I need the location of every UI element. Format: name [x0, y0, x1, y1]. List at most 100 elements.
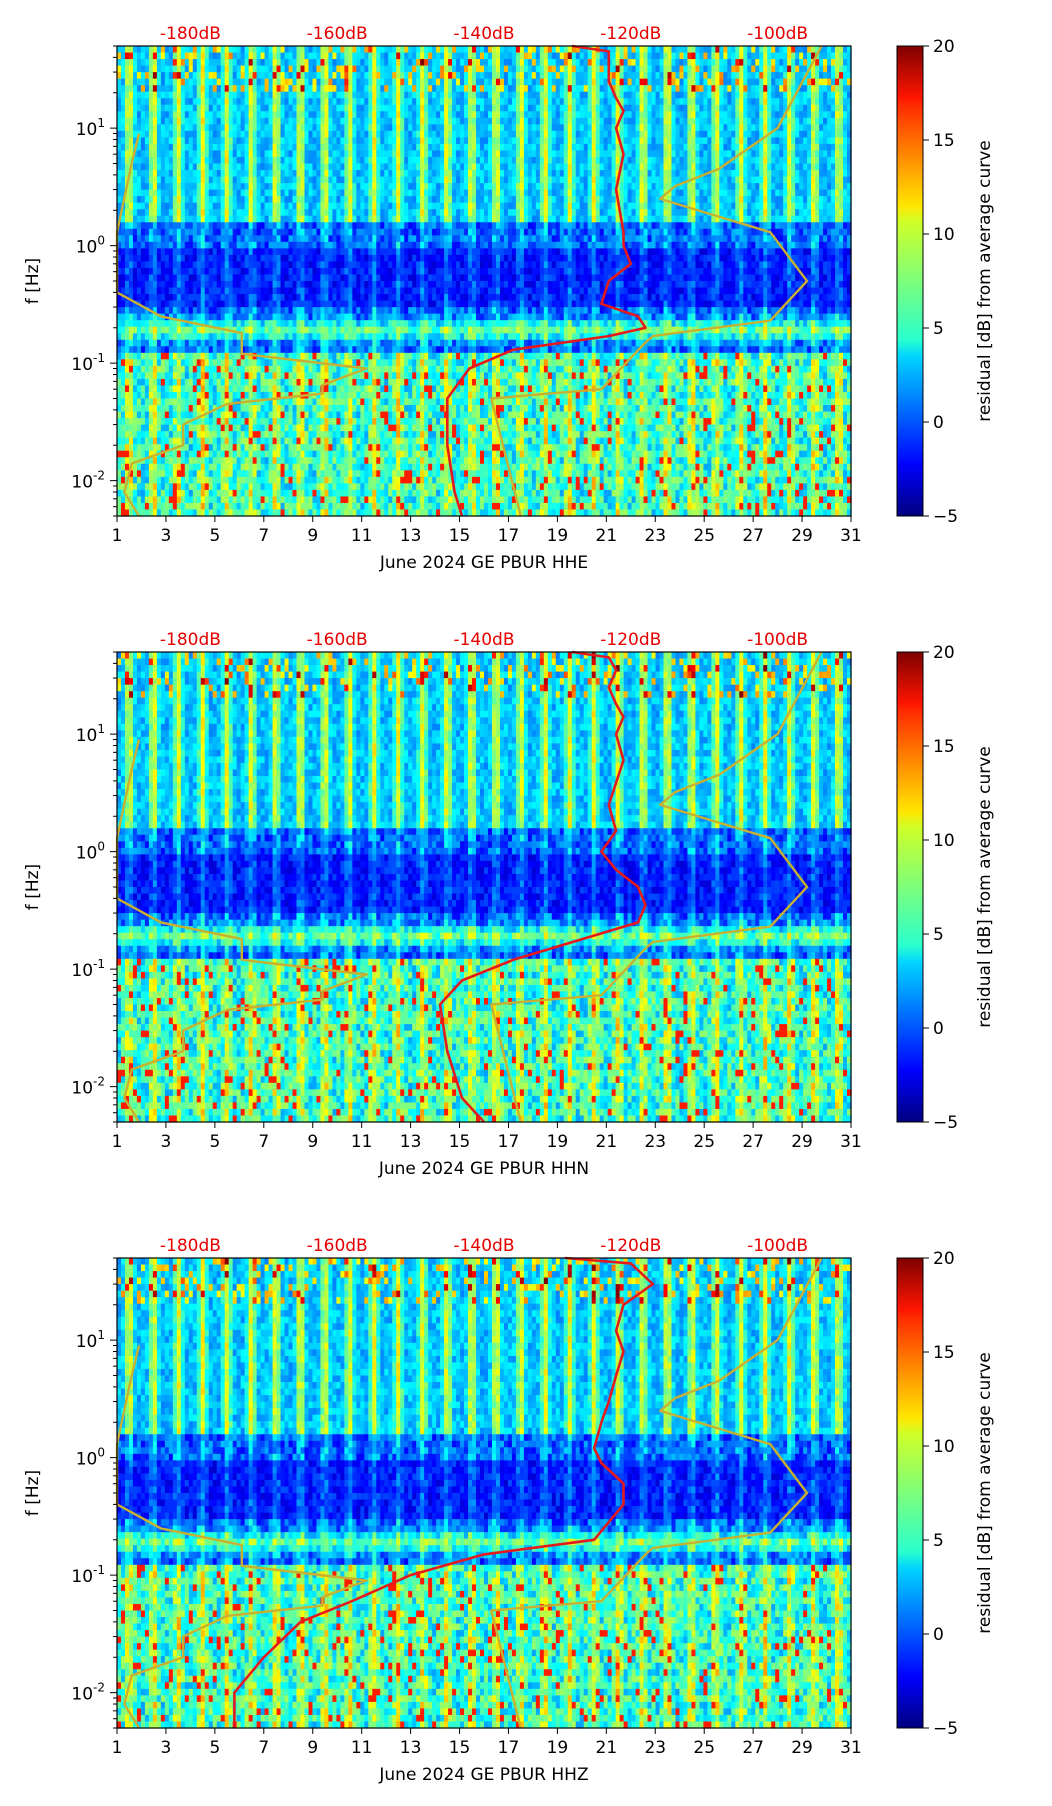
colorbar-tick-label: 20 [933, 643, 955, 663]
spectrogram-heatmap [117, 652, 852, 1123]
y-tick-label: 10-2 [71, 1681, 105, 1705]
colorbar-label: residual [dB] from average curve [975, 746, 995, 1027]
x-tick-label: 27 [742, 526, 764, 546]
x-tick-label: 17 [498, 526, 520, 546]
x-tick-label: 15 [449, 526, 471, 546]
colorbar-label: residual [dB] from average curve [975, 140, 995, 421]
y-axis-label: f [Hz] [23, 864, 43, 910]
colorbar-tick-label: 15 [933, 1343, 955, 1363]
x-tick-label: 7 [258, 1132, 269, 1152]
top-db-tick-label: -160dB [307, 24, 368, 44]
x-tick-label: 19 [547, 1132, 569, 1152]
x-tick-label: 11 [351, 526, 373, 546]
colorbar-tick-label: 0 [933, 1019, 944, 1039]
x-tick-label: 9 [307, 1738, 318, 1758]
y-tick-label: 101 [76, 722, 105, 746]
y-tick-label: 100 [76, 840, 105, 864]
top-db-tick-label: -100dB [747, 630, 808, 650]
spectrogram-heatmap [117, 1258, 852, 1729]
x-tick-label: 25 [693, 526, 715, 546]
y-tick-label: 10-1 [71, 351, 105, 375]
x-tick-label: 5 [209, 1738, 220, 1758]
x-tick-label: 19 [547, 1738, 569, 1758]
colorbar-gradient [897, 1258, 923, 1728]
x-tick-label: 15 [449, 1738, 471, 1758]
y-tick-label: 100 [76, 1446, 105, 1470]
colorbar-tick-label: 5 [933, 1531, 944, 1551]
x-tick-label: 3 [161, 1738, 172, 1758]
x-axis-label: June 2024 GE PBUR HHN [378, 1159, 589, 1179]
x-tick-label: 17 [498, 1738, 520, 1758]
x-tick-label: 29 [791, 1738, 813, 1758]
x-tick-label: 17 [498, 1132, 520, 1152]
x-tick-label: 19 [547, 526, 569, 546]
colorbar-tick-label: 5 [933, 925, 944, 945]
top-db-tick-label: -120dB [600, 630, 661, 650]
colorbar-tick-label: −5 [933, 1719, 958, 1739]
colorbar-tick-label: 10 [933, 225, 955, 245]
x-tick-label: 31 [840, 1738, 862, 1758]
colorbar-label: residual [dB] from average curve [975, 1352, 995, 1633]
y-tick-label: 10-1 [71, 1563, 105, 1587]
colorbar-tick-label: 0 [933, 1625, 944, 1645]
top-db-tick-label: -120dB [600, 24, 661, 44]
y-tick-label: 100 [76, 234, 105, 258]
x-tick-label: 27 [742, 1738, 764, 1758]
colorbar-tick-label: 20 [933, 37, 955, 57]
top-db-tick-label: -180dB [160, 1236, 221, 1256]
x-tick-label: 15 [449, 1132, 471, 1152]
top-db-tick-label: -140dB [453, 24, 514, 44]
top-db-tick-label: -160dB [307, 630, 368, 650]
x-tick-label: 21 [596, 526, 618, 546]
x-tick-label: 25 [693, 1132, 715, 1152]
top-db-tick-label: -180dB [160, 24, 221, 44]
colorbar-tick-label: 15 [933, 131, 955, 151]
y-tick-label: 10-1 [71, 957, 105, 981]
y-axis-label: f [Hz] [23, 1470, 43, 1516]
y-tick-label: 101 [76, 1328, 105, 1352]
colorbar-tick-label: 20 [933, 1249, 955, 1269]
x-tick-label: 31 [840, 526, 862, 546]
colorbar-tick-label: −5 [933, 1113, 958, 1133]
colorbar-tick-label: 15 [933, 737, 955, 757]
x-tick-label: 11 [351, 1738, 373, 1758]
spectrogram-heatmap [117, 46, 852, 517]
top-db-tick-label: -140dB [453, 630, 514, 650]
x-tick-label: 3 [161, 1132, 172, 1152]
x-tick-label: 23 [644, 526, 666, 546]
x-tick-label: 1 [112, 1738, 123, 1758]
x-tick-label: 1 [112, 1132, 123, 1152]
y-tick-label: 101 [76, 116, 105, 140]
top-db-tick-label: -120dB [600, 1236, 661, 1256]
colorbar-tick-label: 10 [933, 831, 955, 851]
x-tick-label: 29 [791, 526, 813, 546]
x-tick-label: 7 [258, 526, 269, 546]
x-tick-label: 9 [307, 1132, 318, 1152]
x-tick-label: 23 [644, 1738, 666, 1758]
top-db-tick-label: -180dB [160, 630, 221, 650]
x-tick-label: 5 [209, 1132, 220, 1152]
x-tick-label: 21 [596, 1738, 618, 1758]
x-tick-label: 25 [693, 1738, 715, 1758]
x-tick-label: 29 [791, 1132, 813, 1152]
x-tick-label: 11 [351, 1132, 373, 1152]
x-axis-label: June 2024 GE PBUR HHE [379, 553, 588, 573]
top-db-tick-label: -140dB [453, 1236, 514, 1256]
top-db-tick-label: -160dB [307, 1236, 368, 1256]
x-tick-label: 5 [209, 526, 220, 546]
colorbar: −5 0 5 10 15 20 residual [dB] from average cur… [897, 643, 995, 1133]
x-tick-label: 9 [307, 526, 318, 546]
top-db-tick-label: -100dB [747, 24, 808, 44]
x-tick-label: 27 [742, 1132, 764, 1152]
x-tick-label: 23 [644, 1132, 666, 1152]
colorbar-tick-label: 10 [933, 1437, 955, 1457]
x-tick-label: 13 [400, 1738, 422, 1758]
colorbar-tick-label: 0 [933, 413, 944, 433]
x-tick-label: 21 [596, 1132, 618, 1152]
colorbar-gradient [897, 652, 923, 1122]
x-tick-label: 31 [840, 1132, 862, 1152]
y-tick-label: 10-2 [71, 1075, 105, 1099]
